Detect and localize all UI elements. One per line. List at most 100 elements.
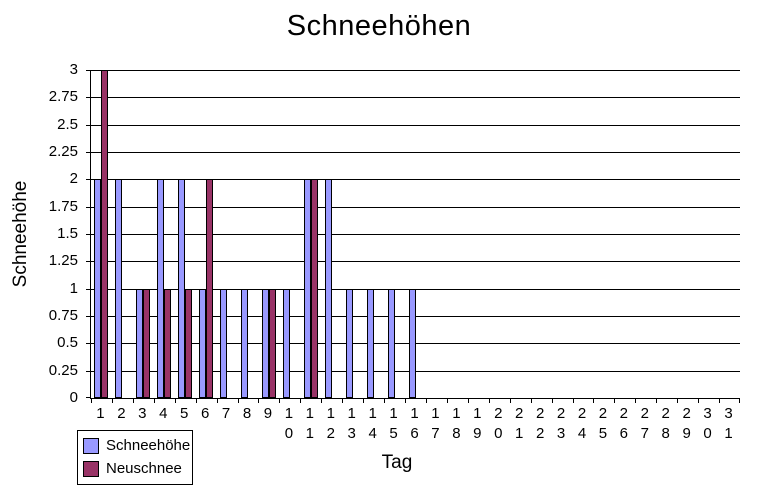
gridline [91,316,740,317]
x-axis-tick [238,398,239,403]
bar-schneeh-he-tag-5 [178,179,186,398]
gridline [91,261,740,262]
y-axis-tick [86,343,91,344]
y-tick-label: 0.5 [57,334,78,351]
x-axis-tick [510,398,511,403]
y-tick-label: 2 [69,170,78,187]
x-axis-tick [719,398,720,403]
gridline [91,179,740,180]
bar-schneeh-he-tag-2 [115,179,123,398]
x-tick-label: 1 [96,405,105,422]
bar-schneeh-he-tag-7 [220,289,228,398]
x-tick-label: 3 [138,405,147,422]
y-tick-label: 0.25 [48,362,78,379]
y-tick-label: 3 [69,61,78,78]
legend-item-schneehoehe: Schneehöhe [83,437,190,454]
bar-schneeh-he-tag-1 [94,179,102,398]
y-axis-tick [86,234,91,235]
x-axis-tick [614,398,615,403]
bar-neuschnee-tag-4 [164,289,172,398]
bar-neuschnee-tag-9 [268,289,276,398]
gridline [91,343,740,344]
x-axis-tick [342,398,343,403]
bar-schneeh-he-tag-3 [136,289,144,398]
legend-item-neuschnee: Neuschnee [83,460,182,477]
y-tick-label: 2.75 [48,88,78,105]
y-axis-tick [86,125,91,126]
y-axis-tick [86,152,91,153]
x-tick-label: 6 [200,405,210,422]
x-tick-label: 8 [242,405,252,422]
y-tick-label: 1.25 [48,252,78,269]
y-axis-tick [86,397,91,398]
gridline [91,371,740,372]
bar-schneeh-he-tag-9 [261,289,269,398]
x-axis-tick [91,398,92,403]
bar-neuschnee-tag-5 [185,289,193,398]
x-axis-tick [258,398,259,403]
y-tick-label: 1.75 [48,198,78,215]
x-axis-tick [133,398,134,403]
y-axis-tick [86,261,91,262]
bar-schneeh-he-tag-10 [282,289,290,398]
chart-title: Schneehöhen [286,10,472,42]
gridline [91,207,740,208]
gridline [91,152,740,153]
x-axis-tick [363,398,364,403]
x-axis-tick [531,398,532,403]
bar-neuschnee-tag-6 [206,179,214,398]
y-tick-label: 2.25 [48,143,78,160]
gridline [91,97,740,98]
bar-schneeh-he-tag-15 [387,289,395,398]
bar-schneeh-he-tag-14 [366,289,374,398]
y-tick-label: 1.5 [57,225,78,242]
y-axis-tick [86,289,91,290]
y-tick-label: 0 [69,389,78,406]
x-axis-tick [698,398,699,403]
y-axis-tick [86,179,91,180]
x-axis-tick [739,398,740,403]
x-axis-tick [196,398,197,403]
bar-neuschnee-tag-3 [143,289,151,398]
x-axis-tick [300,398,301,403]
bar-schneeh-he-tag-6 [199,289,207,398]
bar-schneeh-he-tag-11 [303,179,311,398]
y-axis-tick [86,97,91,98]
bar-schneeh-he-tag-12 [324,179,332,398]
x-axis-tick [635,398,636,403]
x-axis-tick [426,398,427,403]
x-axis-title: Tag [381,452,413,473]
x-axis-tick [552,398,553,403]
y-tick-label: 1 [69,280,78,297]
x-axis-tick [175,398,176,403]
y-axis-tick-labels: 0 0.25 0.5 0.75 1 1.25 1.5 1.75 2 2.25 2.5 2.75 3 [0,61,84,406]
legend-label-neuschnee: Neuschnee [106,460,182,477]
x-tick-label: 2 [117,405,126,422]
legend: Schneehöhe Neuschnee [77,430,193,485]
bar-neuschnee-tag-11 [310,179,318,398]
gridline [91,70,740,71]
x-tick-label: 7 [221,405,231,422]
x-axis-tick [384,398,385,403]
x-axis-tick [593,398,594,403]
x-axis-tick [112,398,113,403]
bar-schneeh-he-tag-13 [345,289,353,398]
x-axis-tick [405,398,406,403]
gridline [91,234,740,235]
y-axis-tick [86,371,91,372]
y-tick-label: 0.75 [48,307,78,324]
